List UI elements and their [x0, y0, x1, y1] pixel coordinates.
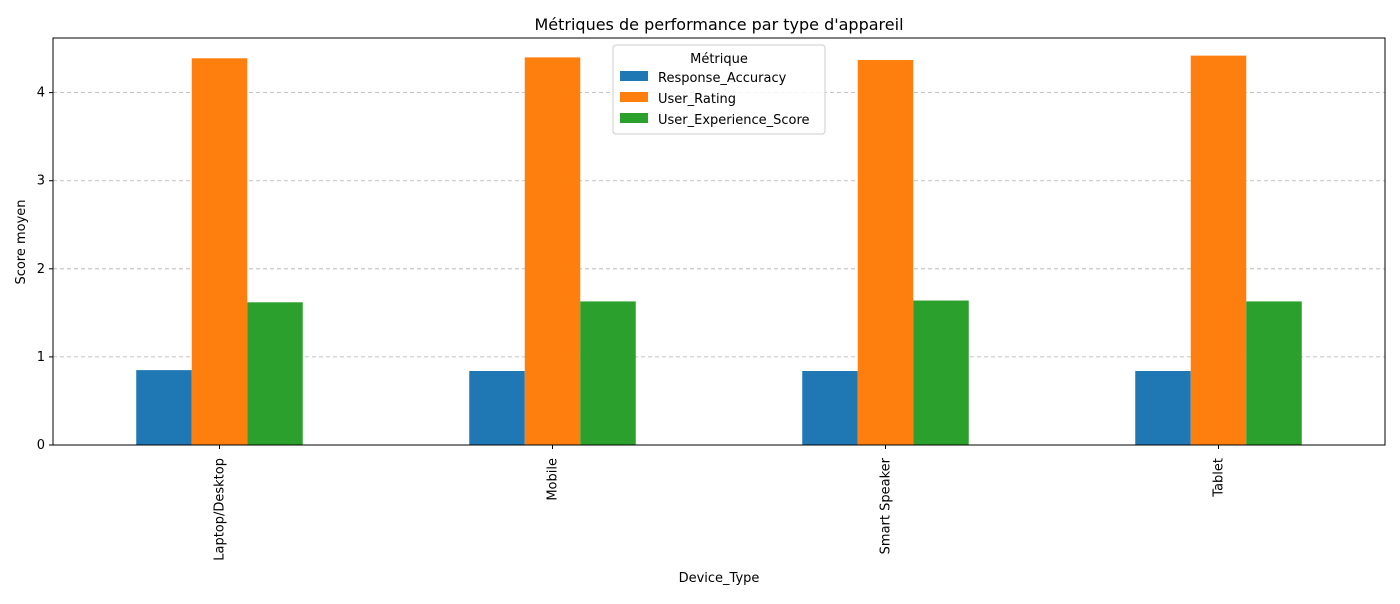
bars — [136, 55, 1302, 446]
legend-entries: Response_Accuracy User_Rating User_Experie… — [620, 71, 810, 128]
x-tick-label: Laptop/Desktop — [213, 458, 228, 561]
legend-label: User_Rating — [658, 92, 736, 107]
x-axis-label: Device_Type — [679, 571, 760, 586]
legend-label: Response_Accuracy — [658, 71, 787, 86]
x-tick-label: Mobile — [546, 458, 561, 501]
y-tick-label: 2 — [37, 262, 45, 277]
legend-title: Métrique — [690, 52, 748, 67]
y-tick-label: 4 — [37, 86, 45, 101]
plot-frame — [52, 37, 1386, 446]
bar-user-rating — [191, 58, 248, 446]
bar-user-rating — [1190, 55, 1247, 445]
bar-response-accuracy — [802, 371, 858, 445]
x-axis: Laptop/Desktop Mobile Smart Speaker Tablet — [213, 445, 1227, 561]
bar-user-experience-score — [913, 300, 969, 445]
legend-label: User_Experience_Score — [658, 113, 810, 128]
y-axis-label: Score moyen — [14, 199, 29, 284]
x-tick-label: Tablet — [1212, 458, 1227, 498]
legend-swatch — [620, 113, 648, 123]
legend: Métrique Response_Accuracy User_Rating Use… — [612, 44, 826, 135]
bar-user-experience-score — [1246, 301, 1302, 445]
bar-user-rating — [857, 60, 914, 446]
bar-response-accuracy — [136, 370, 192, 445]
bar-user-experience-score — [580, 301, 636, 445]
bar-response-accuracy — [1135, 371, 1191, 445]
y-tick-label: 0 — [37, 438, 45, 453]
legend-box — [612, 44, 826, 135]
y-tick-label: 3 — [37, 174, 45, 189]
bar-user-experience-score — [247, 302, 303, 445]
legend-swatch — [620, 92, 648, 102]
bar-response-accuracy — [469, 371, 525, 445]
chart-title: Métriques de performance par type d'appa… — [534, 15, 903, 34]
y-tick-label: 1 — [37, 350, 45, 365]
y-axis: 0 1 2 3 4 — [37, 86, 53, 453]
legend-swatch — [620, 71, 648, 81]
x-tick-label: Smart Speaker — [879, 457, 894, 554]
bar-user-rating — [524, 57, 581, 445]
